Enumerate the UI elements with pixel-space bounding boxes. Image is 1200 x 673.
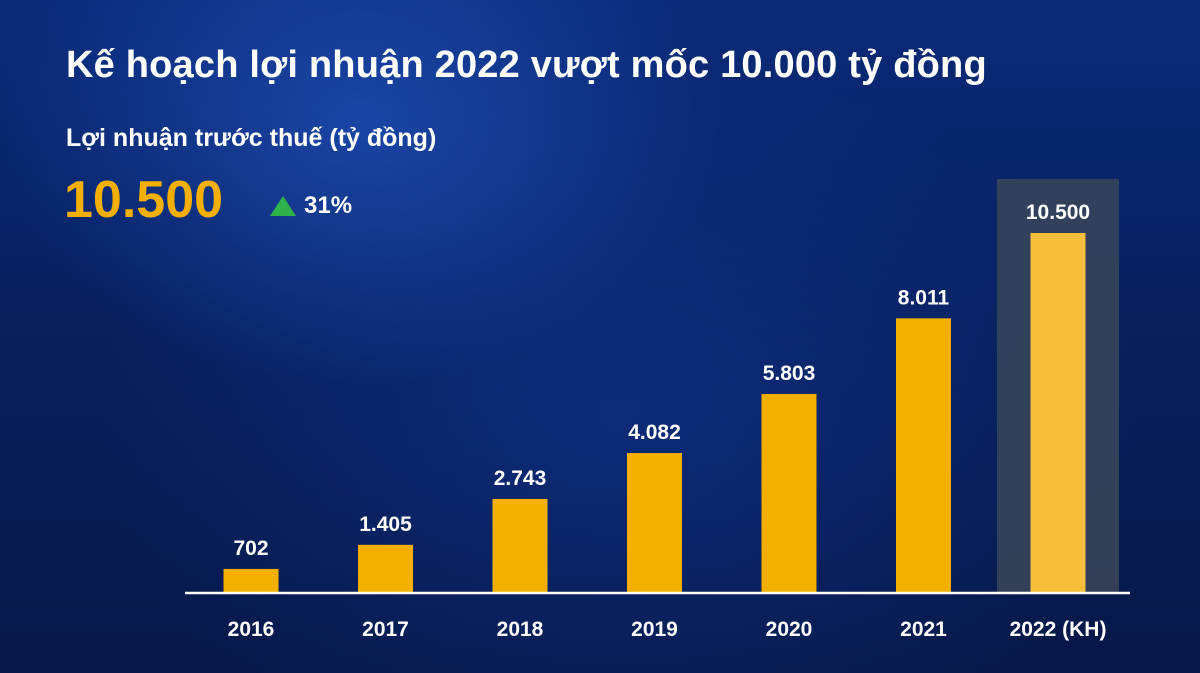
bar-2020 [761, 394, 817, 593]
bar-2019 [627, 453, 682, 593]
x-tick-label: 2017 [362, 618, 409, 641]
x-tick-label: 2020 [766, 618, 813, 641]
headline-value: 10.500 [64, 171, 224, 229]
x-tick-label: 2022 (KH) [1010, 618, 1107, 641]
triangle-up-icon [270, 196, 296, 216]
chart-subtitle: Lợi nhuận trước thuế (tỷ đồng) [66, 124, 437, 152]
bar-value-label: 10.500 [1026, 201, 1090, 224]
growth-percent: 31% [304, 192, 353, 219]
x-tick-label: 2016 [228, 618, 275, 641]
chart-title: Kế hoạch lợi nhuận 2022 vượt mốc 10.000 … [66, 44, 987, 86]
growth-indicator: 31% [270, 192, 352, 220]
bar-value-label: 702 [233, 537, 268, 560]
x-tick-label: 2018 [497, 618, 544, 641]
bar-value-label: 4.082 [628, 421, 681, 444]
bar-value-label: 2.743 [494, 467, 547, 490]
bar-2017 [358, 544, 413, 593]
x-tick-label: 2021 [900, 618, 947, 641]
x-tick-label: 2019 [631, 618, 678, 641]
bar-value-label: 1.405 [359, 513, 412, 536]
bar-2021 [896, 318, 951, 593]
bar-value-label: 5.803 [763, 362, 816, 385]
bar-2022-KH [1030, 233, 1086, 593]
bar-2018 [492, 498, 548, 593]
bar-2016 [223, 568, 279, 593]
bar-value-label: 8.011 [898, 286, 950, 309]
